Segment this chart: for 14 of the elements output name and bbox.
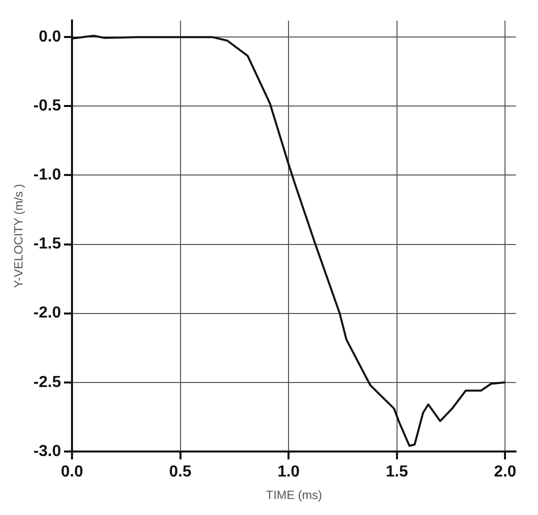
y-tick-label: -1.5 [33,236,62,253]
x-tick-label: 1.0 [277,463,300,480]
x-tick-label: 2.0 [494,463,516,480]
y-tick-label: -0.5 [33,98,62,115]
x-tick-label: 1.5 [386,463,408,480]
y-tick-label: -2.0 [33,304,62,322]
y-tick-label: -2.5 [33,374,62,391]
y-tick-label: -1.0 [33,166,62,184]
y-tick-label: -3.0 [33,442,62,460]
x-tick-label: 0.5 [169,463,192,480]
y-axis-title: Y-VELOCITY (m/s ) [12,184,26,288]
y-tick-label: 0.0 [38,28,62,46]
x-axis-title: TIME (ms) [266,488,322,502]
x-tick-label: 0.0 [60,463,84,480]
